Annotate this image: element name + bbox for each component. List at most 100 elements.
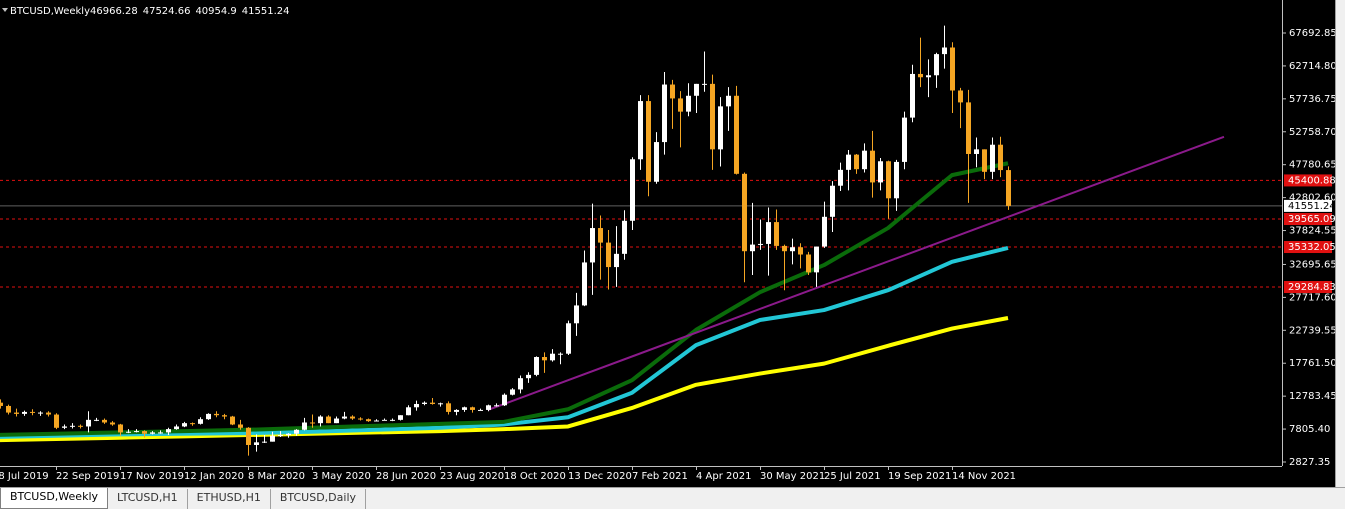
candle-body: [846, 154, 851, 170]
ohlc-value: 41551.24: [242, 6, 290, 17]
candle-body: [726, 95, 731, 107]
candle-body: [94, 419, 99, 421]
x-tick-label: 30 May 2021: [760, 471, 825, 482]
candle-body: [366, 419, 371, 422]
candle-body: [446, 403, 451, 412]
candle-body: [742, 173, 747, 252]
candle-body: [406, 407, 411, 416]
candle-body: [966, 102, 971, 154]
candle-body: [374, 420, 379, 422]
candle-body: [814, 246, 819, 273]
candle-body: [254, 442, 259, 445]
plot-area: [0, 25, 1282, 456]
candle-body: [462, 407, 467, 410]
level-label: 39565.09: [1288, 214, 1335, 225]
candle-body: [542, 357, 547, 361]
candle-body: [62, 426, 67, 428]
level-label: 45400.88: [1288, 175, 1335, 186]
level-label-box: [1284, 174, 1332, 187]
price-label-box: [1284, 199, 1332, 212]
overlay-line: [0, 245, 1009, 439]
scrollbar[interactable]: [1335, 0, 1345, 487]
y-tick-label: 32695.65: [1289, 259, 1335, 270]
y-tick-label: 57736.75: [1289, 94, 1335, 105]
level-label-box: [1284, 241, 1332, 254]
candle-body: [854, 154, 859, 170]
y-tick-label: 52758.70: [1289, 127, 1335, 138]
candle-body: [590, 228, 595, 263]
candle-body: [926, 75, 931, 78]
candle-body: [526, 374, 531, 379]
candle-body: [702, 83, 707, 85]
candle-body: [54, 414, 59, 428]
chart-tab[interactable]: ETHUSD,H1: [188, 489, 271, 509]
symbol-title: BTCUSD,Weekly: [10, 6, 90, 17]
candle-body: [710, 83, 715, 150]
y-tick-label: 12783.45: [1289, 391, 1335, 402]
ohlc-value: 40954.9: [195, 6, 236, 17]
candle-body: [14, 412, 19, 414]
candle-body: [270, 435, 275, 442]
candle-body: [182, 423, 187, 427]
candle-body: [806, 254, 811, 273]
header: BTCUSD,Weekly 46966.28 47524.66 40954.9 415…: [2, 6, 290, 17]
level-label: 35332.05: [1288, 242, 1335, 253]
candle-body: [0, 402, 3, 406]
y-tick-label: 22739.55: [1289, 325, 1335, 336]
candle-body: [534, 357, 539, 375]
candle-body: [502, 394, 507, 406]
overlay-line: [0, 316, 1009, 443]
candle-body: [46, 412, 51, 415]
chart-tab[interactable]: BTCUSD,Weekly: [0, 488, 109, 509]
chart-tab[interactable]: LTCUSD,H1: [108, 489, 188, 509]
candle-body: [862, 150, 867, 170]
candle-body: [142, 431, 147, 434]
candle-body: [686, 95, 691, 112]
y-tick-label: 37824.55: [1289, 226, 1335, 237]
candle-body: [334, 418, 339, 424]
candle-body: [382, 419, 387, 421]
candle-body: [782, 245, 787, 252]
candle-body: [766, 222, 771, 244]
y-tick-label: 42802.60: [1289, 193, 1335, 204]
overlay-line: [0, 161, 1009, 437]
candle-body: [22, 411, 27, 414]
candle-body: [566, 323, 571, 354]
chart-background: [0, 0, 1335, 487]
x-tick-label: 17 Nov 2019: [120, 471, 184, 482]
candle-body: [470, 407, 475, 410]
chart-tab[interactable]: BTCUSD,Daily: [271, 489, 367, 509]
candle-body: [110, 422, 115, 425]
y-tick-label: 17761.50: [1289, 358, 1335, 369]
candle-body: [518, 378, 523, 390]
candle-body: [758, 243, 763, 245]
candle-body: [662, 84, 667, 143]
candle-body: [598, 228, 603, 243]
x-tick-label: 25 Jul 2021: [824, 471, 881, 482]
candle-body: [246, 427, 251, 445]
candle-body: [830, 185, 835, 217]
candle-body: [918, 73, 923, 78]
x-tick-label: 28 Jun 2020: [376, 471, 436, 482]
candle-body: [438, 403, 443, 405]
candle-body: [318, 416, 323, 424]
candle-body: [70, 425, 75, 427]
candle-body: [214, 413, 219, 416]
candle-body: [950, 47, 955, 91]
candle-body: [790, 247, 795, 252]
candle-body: [86, 419, 91, 427]
x-tick-label: 4 Apr 2021: [696, 471, 751, 482]
candle-body: [886, 161, 891, 199]
candle-body: [606, 242, 611, 268]
candle-body: [78, 425, 83, 427]
candle-body: [390, 419, 395, 421]
x-tick-label: 22 Sep 2019: [56, 471, 119, 482]
ohlc-value: 46966.28: [90, 6, 138, 17]
candle-body: [838, 169, 843, 186]
overlay-line: [487, 135, 1225, 411]
candle-body: [614, 253, 619, 268]
candle-body: [478, 409, 483, 411]
x-tick-label: 3 May 2020: [312, 471, 371, 482]
candle-body: [222, 415, 227, 417]
x-tick-label: 7 Feb 2021: [632, 471, 688, 482]
